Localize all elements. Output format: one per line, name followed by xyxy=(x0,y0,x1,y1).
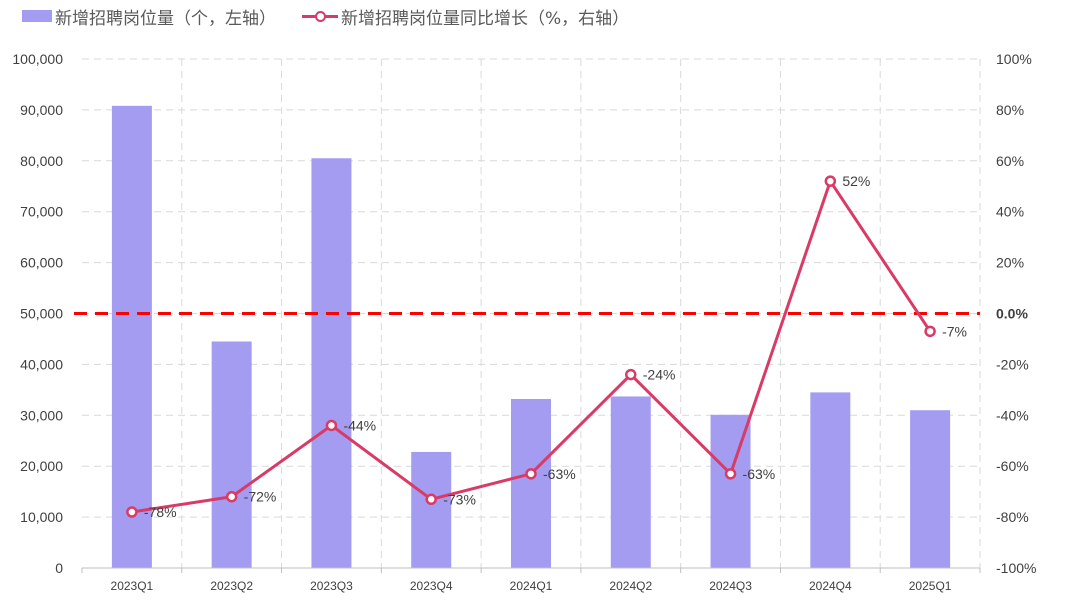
x-axis-tick-label: 2023Q2 xyxy=(210,579,253,593)
legend: 新增招聘岗位量（个，左轴） 新增招聘岗位量同比增长（%，右轴） xyxy=(22,4,655,29)
growth-data-label: -63% xyxy=(543,466,576,482)
growth-point-2023Q4 xyxy=(425,493,437,506)
growth-point-2024Q1 xyxy=(525,468,537,480)
left-axis-tick-label: 50,000 xyxy=(20,306,63,322)
x-axis-tick-label: 2023Q1 xyxy=(111,579,154,593)
legend-bar-swatch xyxy=(22,10,52,22)
x-axis-tick-label: 2024Q4 xyxy=(809,579,852,593)
growth-data-label: -78% xyxy=(144,504,177,520)
growth-data-label: -73% xyxy=(443,491,476,507)
right-axis-tick-label: 0.0% xyxy=(996,306,1028,322)
bar-2024Q3 xyxy=(710,414,751,568)
data-labels: -78% -72% -44% -73% -63% -24% -63% 52% -7% xyxy=(144,173,967,520)
left-axis-tick-label: 40,000 xyxy=(20,356,63,372)
growth-point-2024Q3 xyxy=(724,468,737,480)
right-axis-tick-label: 60% xyxy=(996,153,1024,169)
legend-item-line: 新增招聘岗位量同比增长（%，右轴） xyxy=(302,4,629,29)
left-axis-tick-label: 60,000 xyxy=(20,255,63,271)
line-series xyxy=(126,175,936,518)
growth-data-label: 52% xyxy=(842,173,870,189)
growth-data-label: -24% xyxy=(643,367,676,383)
growth-data-label: -7% xyxy=(942,323,967,339)
bar-2023Q1 xyxy=(111,105,152,568)
x-axis-tick-label: 2025Q1 xyxy=(909,579,952,593)
legend-bar-label: 新增招聘岗位量（个，左轴） xyxy=(55,8,276,29)
x-axis-tick-label: 2024Q3 xyxy=(709,579,752,593)
bar-series xyxy=(111,105,951,568)
legend-line-label: 新增招聘岗位量同比增长（%，右轴） xyxy=(341,8,630,29)
x-axis-tick-label: 2024Q2 xyxy=(609,579,652,593)
right-axis-tick-label: 100% xyxy=(996,51,1032,67)
bar-2023Q3 xyxy=(311,158,352,568)
left-axis-tick-label: 90,000 xyxy=(20,102,63,118)
growth-point-2024Q4 xyxy=(824,175,837,187)
legend-item-bar: 新增招聘岗位量（个，左轴） xyxy=(22,4,276,29)
left-axis-tick-label: 10,000 xyxy=(20,509,63,525)
left-axis-tick-label: 30,000 xyxy=(20,407,63,423)
growth-point-2023Q3 xyxy=(325,419,338,432)
x-axis-tick-label: 2023Q3 xyxy=(310,579,353,593)
growth-point-2025Q1 xyxy=(924,325,936,338)
right-axis-tick-label: 40% xyxy=(996,204,1024,220)
growth-data-label: -72% xyxy=(244,489,277,505)
x-axis-tick-label: 2023Q4 xyxy=(410,579,453,593)
bar-2024Q2 xyxy=(610,396,651,568)
bar-2024Q1 xyxy=(511,399,551,568)
bar-2023Q4 xyxy=(411,451,452,568)
bar-2024Q4 xyxy=(810,392,851,568)
left-axis-tick-label: 100,000 xyxy=(12,51,63,67)
right-axis-tick-label: -40% xyxy=(996,407,1029,423)
growth-point-2024Q2 xyxy=(625,368,637,381)
left-axis-tick-label: 20,000 xyxy=(20,458,63,474)
growth-point-2023Q1 xyxy=(126,506,138,518)
right-axis-tick-label: -100% xyxy=(996,560,1036,576)
right-axis-tick-label: -80% xyxy=(996,509,1029,525)
x-axis-tick-label: 2024Q1 xyxy=(510,579,553,593)
right-axis-tick-label: 20% xyxy=(996,255,1024,271)
right-axis-tick-label: -60% xyxy=(996,458,1029,474)
right-axis-tick-label: -20% xyxy=(996,356,1029,372)
bar-2025Q1 xyxy=(910,410,951,568)
growth-data-label: -44% xyxy=(343,417,376,433)
left-axis-tick-label: 0 xyxy=(55,560,63,576)
right-axis-tick-label: 80% xyxy=(996,102,1024,118)
axes: 0 10,000 20,000 30,000 40,000 50,000 60,000 70,… xyxy=(12,51,1036,593)
left-axis-tick-label: 70,000 xyxy=(20,204,63,220)
legend-line-swatch xyxy=(302,10,338,22)
bar-2023Q2 xyxy=(211,341,252,568)
growth-point-2023Q2 xyxy=(225,490,238,503)
growth-data-label: -63% xyxy=(743,466,776,482)
left-axis-tick-label: 80,000 xyxy=(20,153,63,169)
